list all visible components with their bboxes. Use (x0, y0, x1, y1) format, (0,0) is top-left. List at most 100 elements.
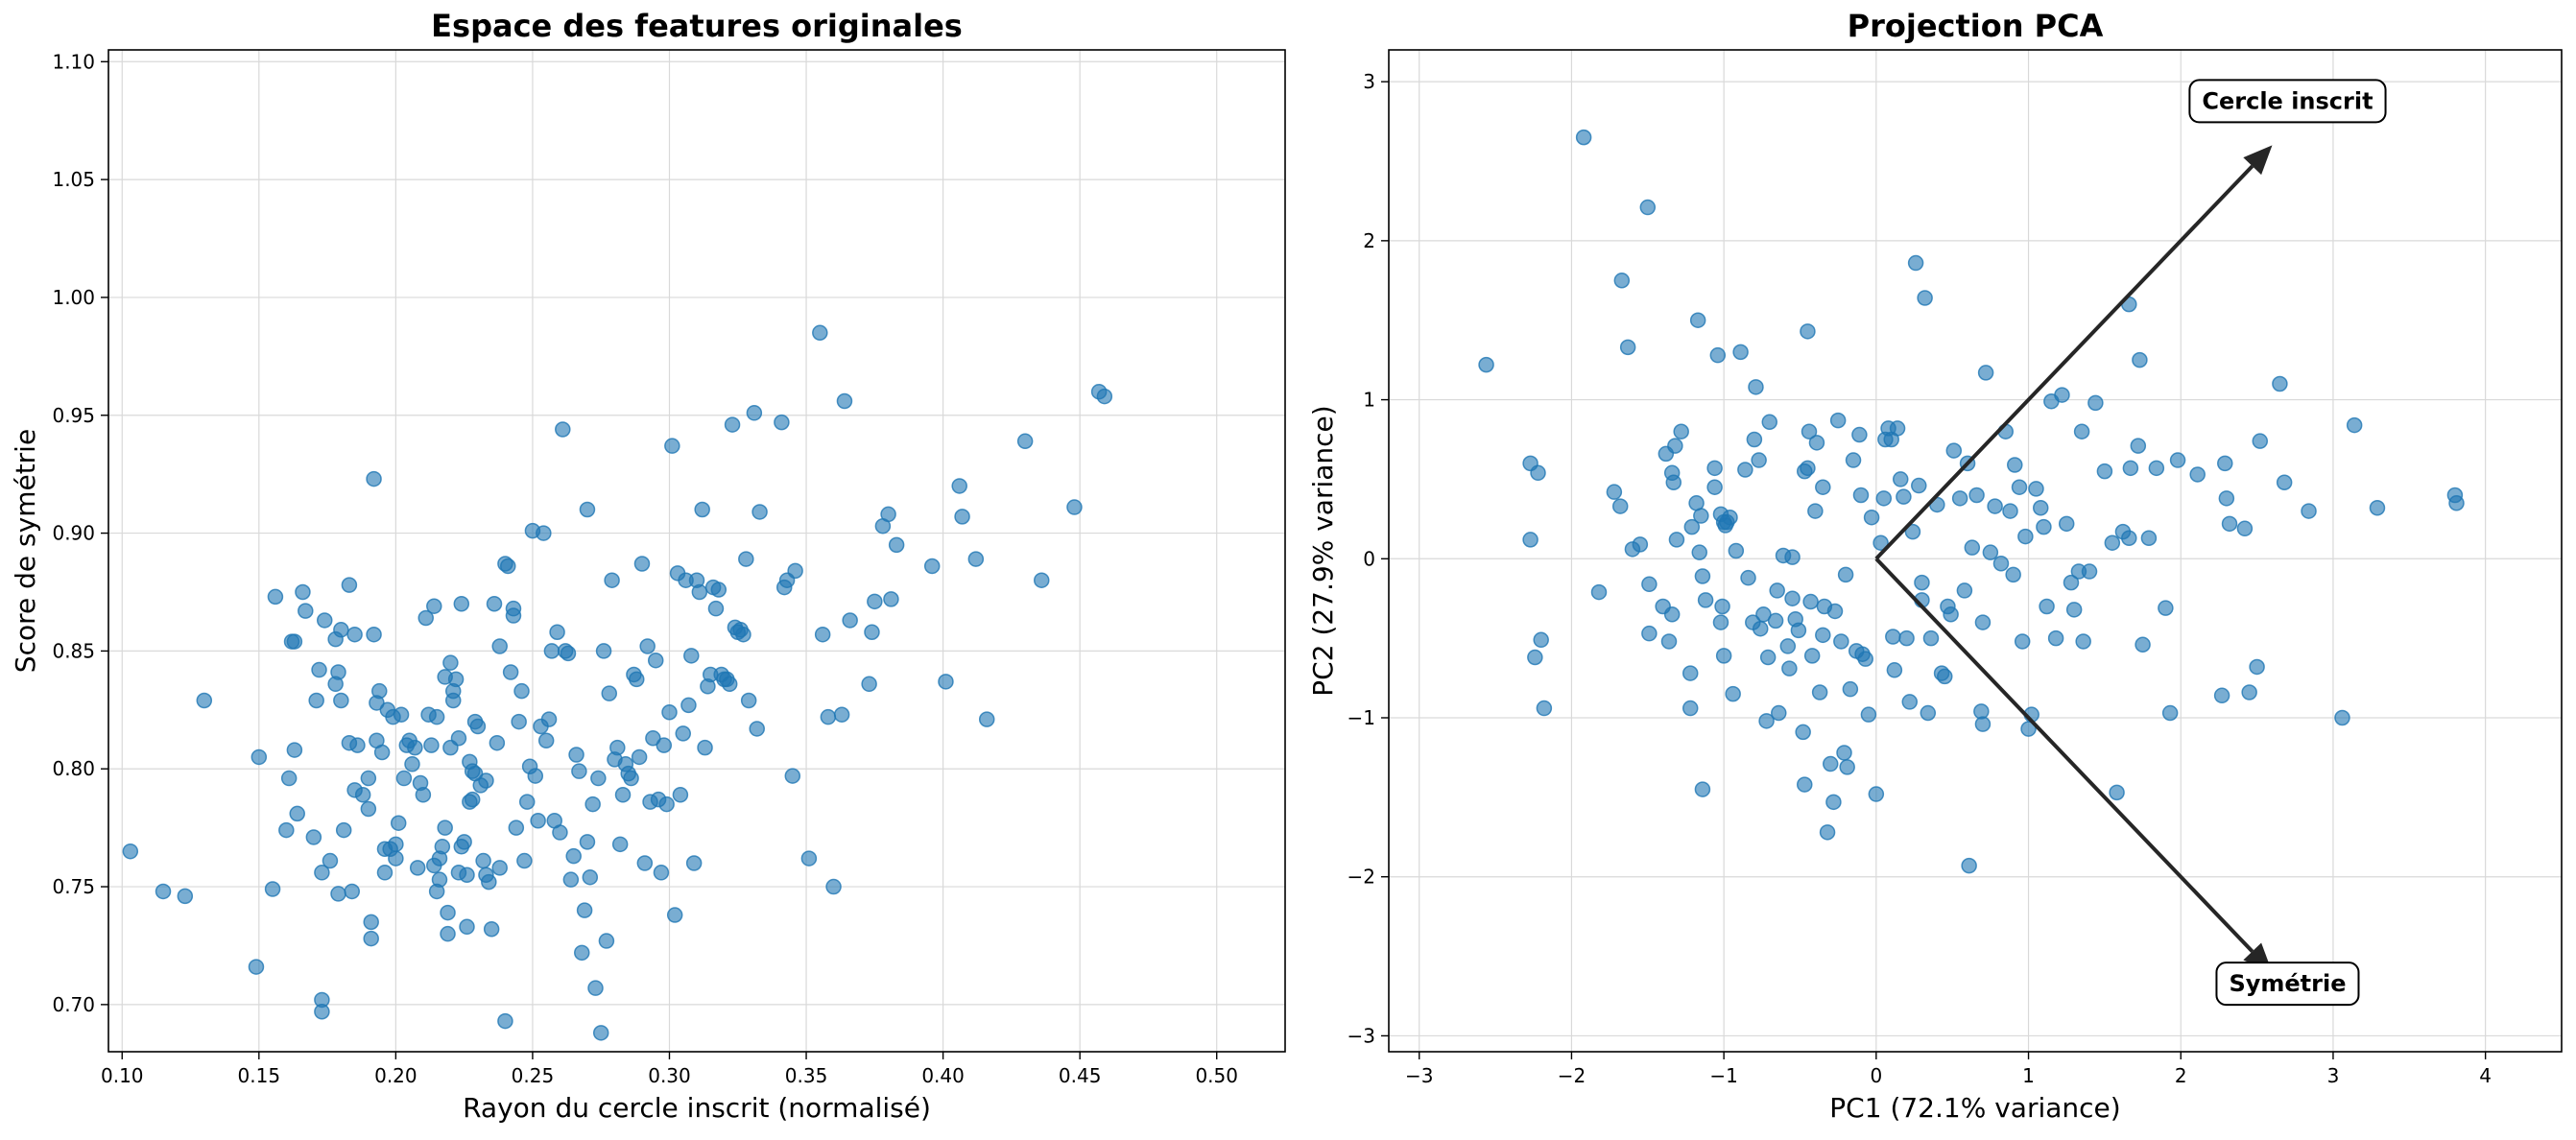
data-point (746, 405, 763, 421)
y-tick-label: −2 (1348, 866, 1375, 889)
data-point (2169, 452, 2186, 468)
data-point (2073, 423, 2090, 439)
data-point (196, 692, 213, 709)
data-point (122, 843, 139, 860)
data-point (280, 770, 298, 787)
data-point (1956, 582, 1973, 599)
data-point (1096, 388, 1113, 405)
data-point (2301, 503, 2317, 519)
data-point (1825, 794, 1842, 811)
data-point (1886, 662, 1903, 678)
data-point (2065, 602, 2083, 618)
data-point (685, 855, 703, 871)
data-point (555, 421, 571, 438)
data-point (614, 786, 632, 803)
data-point (459, 918, 475, 936)
data-point (1951, 490, 1968, 507)
y-tick-label: −1 (1348, 706, 1375, 729)
data-point (2241, 684, 2257, 701)
data-point (820, 708, 837, 725)
data-point (1987, 498, 2003, 514)
data-point (298, 603, 314, 619)
right-scatter-points (1478, 129, 2465, 874)
data-point (1833, 633, 1849, 650)
data-point (1752, 620, 1769, 637)
data-point (1964, 539, 1981, 556)
data-point (404, 756, 420, 772)
data-point (1016, 433, 1034, 450)
data-point (388, 836, 404, 853)
data-point (1992, 556, 2010, 572)
data-point (664, 438, 680, 454)
data-point (1837, 566, 1854, 583)
data-point (1982, 544, 1999, 560)
data-point (787, 562, 803, 580)
data-point (543, 643, 561, 659)
left-grid (108, 50, 1285, 1052)
data-point (938, 674, 954, 690)
data-point (2122, 460, 2139, 477)
data-point (286, 742, 303, 758)
data-point (335, 821, 352, 839)
data-point (1815, 627, 1831, 644)
data-point (1822, 755, 1839, 772)
data-point (675, 725, 691, 742)
data-point (1673, 423, 1689, 439)
data-point (2249, 658, 2265, 676)
y-tick-label: 3 (1363, 70, 1375, 93)
data-point (592, 1025, 609, 1041)
left-chart-title: Espace des features originales (431, 8, 963, 44)
data-point (653, 865, 670, 881)
data-point (1802, 593, 1819, 610)
data-point (502, 664, 519, 680)
data-point (2132, 351, 2148, 368)
data-point (2161, 704, 2179, 722)
y-tick-label: 1.00 (52, 286, 95, 309)
data-point (1943, 606, 1959, 623)
data-point (724, 416, 741, 433)
data-point (478, 772, 494, 789)
data-point (1746, 431, 1763, 448)
left-plot-frame (107, 49, 1286, 1053)
data-point (278, 821, 295, 839)
right-y-axis-label: PC2 (27.9% variance) (1307, 405, 1339, 696)
data-point (751, 504, 768, 520)
data-point (388, 850, 404, 867)
data-point (1522, 532, 1538, 548)
data-point (527, 768, 544, 784)
data-point (2054, 387, 2070, 403)
data-point (2063, 574, 2080, 591)
data-point (2334, 709, 2350, 726)
data-point (2217, 455, 2233, 472)
data-point (1694, 568, 1711, 584)
data-point (2011, 479, 2028, 495)
y-tick-label: 0.85 (52, 639, 95, 662)
data-point (1641, 576, 1658, 593)
data-point (1911, 477, 1927, 494)
data-point (2109, 784, 2125, 801)
data-point (749, 721, 765, 737)
data-point (491, 860, 508, 876)
data-point (1896, 488, 1912, 505)
data-point (574, 944, 590, 962)
data-point (825, 878, 842, 895)
data-point (314, 865, 330, 881)
data-point (1852, 487, 1870, 504)
data-point (497, 1012, 513, 1030)
data-point (1758, 713, 1775, 729)
data-point (1759, 649, 1777, 666)
data-point (1725, 685, 1741, 702)
data-point (1767, 612, 1784, 629)
data-point (431, 871, 448, 888)
data-point (366, 470, 382, 487)
data-point (354, 786, 371, 803)
data-point (330, 664, 346, 680)
data-point (1712, 614, 1729, 630)
data-point (1706, 479, 1723, 495)
data-point (888, 536, 905, 554)
data-point (333, 622, 349, 638)
data-point (371, 682, 388, 700)
data-point (568, 747, 584, 763)
data-point (395, 770, 413, 787)
data-point (1784, 549, 1801, 565)
